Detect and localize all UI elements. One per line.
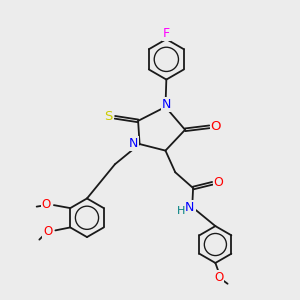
Text: N: N [129,137,138,150]
Text: N: N [162,98,171,111]
Text: O: O [214,271,223,284]
Text: N: N [185,201,194,214]
Text: O: O [214,176,224,189]
Text: H: H [177,206,185,216]
Text: O: O [42,198,51,211]
Text: O: O [43,225,52,238]
Text: O: O [211,120,221,133]
Text: F: F [163,27,170,40]
Text: S: S [104,110,112,123]
